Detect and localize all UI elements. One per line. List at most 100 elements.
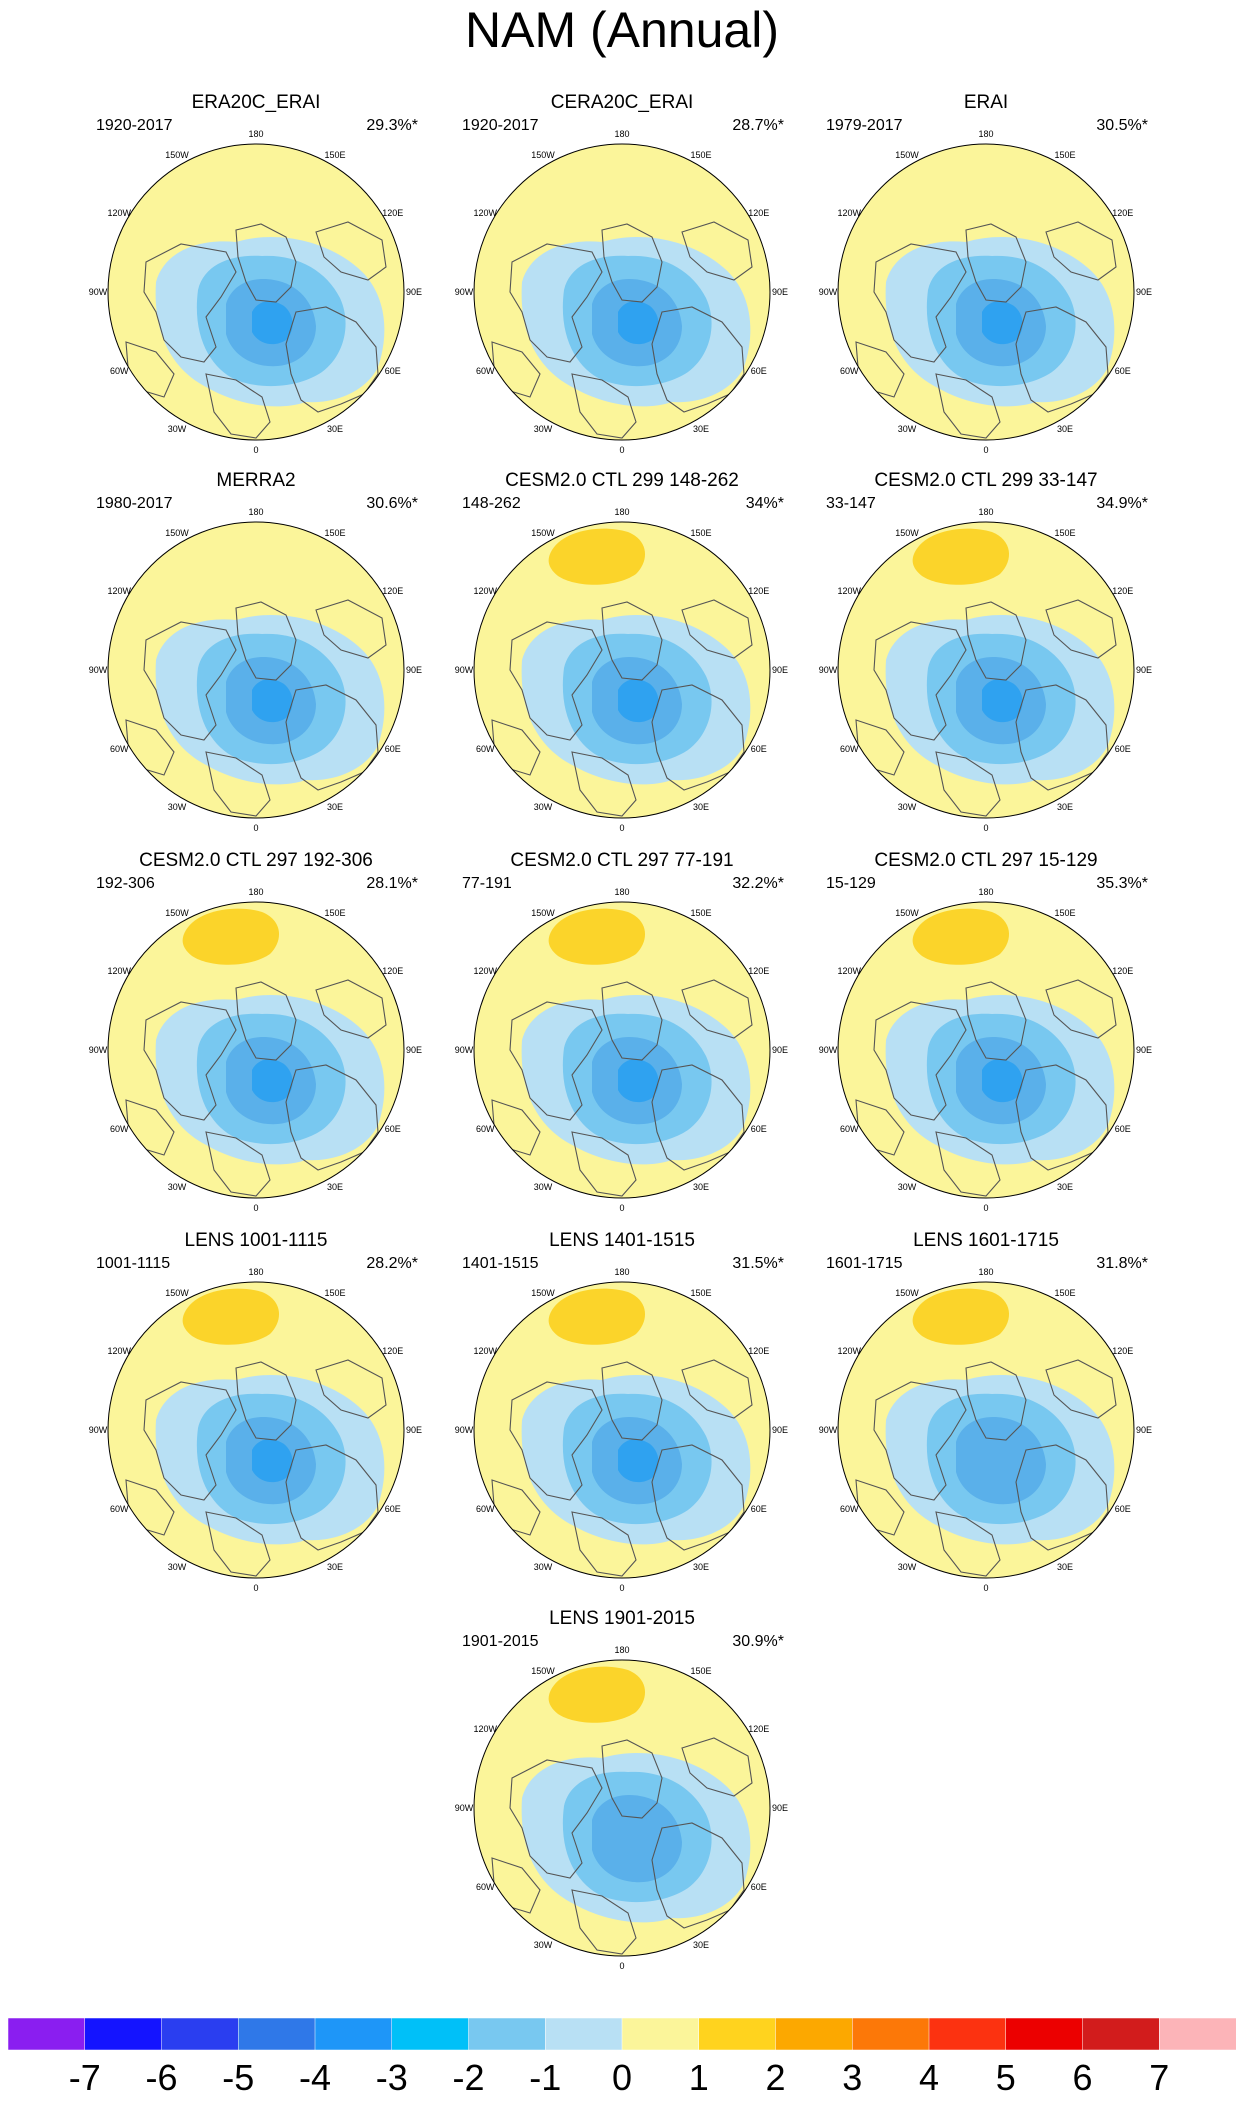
coastline bbox=[1015, 1444, 1109, 1551]
longitude-label: 120E bbox=[1112, 208, 1133, 218]
field-positive-2 bbox=[548, 528, 646, 585]
panel-variance: 30.5%* bbox=[1096, 117, 1148, 134]
longitude-label: 150W bbox=[895, 1288, 919, 1298]
panel-period: 33-147 bbox=[826, 495, 876, 512]
field-negative-4 bbox=[618, 1059, 659, 1103]
longitude-label: 90W bbox=[455, 1803, 474, 1813]
field-positive-2 bbox=[548, 908, 646, 965]
longitude-label: 150W bbox=[531, 150, 555, 160]
coastline bbox=[965, 601, 1027, 681]
colorbar-swatch bbox=[161, 2018, 239, 2050]
coastline bbox=[965, 981, 1027, 1061]
coastline bbox=[935, 1131, 1001, 1197]
longitude-label: 60W bbox=[840, 1504, 859, 1514]
longitude-label: 0 bbox=[983, 823, 988, 833]
field-negative-4 bbox=[618, 301, 659, 345]
map-border bbox=[107, 1281, 405, 1579]
longitude-label: 120W bbox=[107, 586, 131, 596]
field-negative-3 bbox=[592, 1795, 682, 1883]
coastline bbox=[509, 621, 603, 741]
map-field bbox=[474, 522, 770, 818]
map-border bbox=[837, 901, 1135, 1199]
coastline bbox=[143, 621, 237, 741]
longitude-label: 30W bbox=[168, 424, 187, 434]
longitude-label: 180 bbox=[248, 1267, 263, 1277]
longitude-label: 180 bbox=[978, 1267, 993, 1277]
longitude-label: 30W bbox=[898, 424, 917, 434]
longitude-label: 60W bbox=[476, 366, 495, 376]
longitude-label: 60E bbox=[385, 1504, 401, 1514]
longitude-label: 180 bbox=[978, 129, 993, 139]
longitude-label: 30W bbox=[534, 802, 553, 812]
longitude-label: 90E bbox=[772, 287, 788, 297]
coastline bbox=[601, 601, 663, 681]
field-positive-2 bbox=[912, 1288, 1010, 1345]
coastline bbox=[935, 373, 1001, 439]
longitude-label: 30W bbox=[534, 1940, 553, 1950]
colorbar-tick-label: -4 bbox=[298, 2057, 331, 2098]
map-field bbox=[838, 522, 1134, 818]
panel-variance: 28.1%* bbox=[366, 875, 418, 892]
coastline bbox=[935, 751, 1001, 817]
coastline bbox=[681, 599, 753, 659]
field-positive-2 bbox=[548, 1666, 646, 1723]
map-field bbox=[108, 902, 404, 1198]
coastline bbox=[509, 243, 603, 363]
map-field bbox=[108, 1282, 404, 1578]
panel-period: 1920-2017 bbox=[96, 117, 173, 134]
longitude-label: 120E bbox=[382, 586, 403, 596]
field-negative-4 bbox=[618, 679, 659, 723]
map-panel: CESM2.0 CTL 297 77-191 77-191 32.2%* 180 150… bbox=[452, 850, 792, 1230]
longitude-label: 30W bbox=[534, 1182, 553, 1192]
longitude-label: 30W bbox=[168, 1182, 187, 1192]
longitude-label: 150W bbox=[895, 528, 919, 538]
coastline bbox=[601, 1361, 663, 1441]
panel-title: CESM2.0 CTL 297 77-191 bbox=[510, 850, 734, 871]
coastline bbox=[651, 306, 745, 413]
polar-map: 180 150E 120E 90E 60E 30E 0 30W 60W 90W 120W 150W bbox=[455, 1645, 788, 1971]
coastline bbox=[1045, 979, 1117, 1039]
coastline bbox=[285, 684, 379, 791]
polar-map: 180 150E 120E 90E 60E 30E 0 30W 60W 90W 120W 150W bbox=[455, 129, 788, 455]
longitude-label: 90W bbox=[89, 287, 108, 297]
longitude-label: 120E bbox=[748, 966, 769, 976]
longitude-label: 0 bbox=[983, 1203, 988, 1213]
longitude-label: 120W bbox=[473, 586, 497, 596]
longitude-label: 120E bbox=[1112, 586, 1133, 596]
map-field bbox=[474, 902, 770, 1198]
coastline bbox=[143, 1381, 237, 1501]
longitude-label: 150E bbox=[1054, 150, 1075, 160]
field-negative-4 bbox=[252, 301, 293, 345]
longitude-label: 120W bbox=[473, 966, 497, 976]
longitude-label: 90W bbox=[819, 665, 838, 675]
map-field bbox=[474, 1282, 770, 1578]
longitude-label: 120E bbox=[382, 966, 403, 976]
longitude-label: 150E bbox=[324, 528, 345, 538]
panel-variance: 31.8%* bbox=[1096, 1255, 1148, 1272]
map-border bbox=[107, 143, 405, 441]
colorbar-swatch bbox=[391, 2018, 470, 2050]
panel-title: MERRA2 bbox=[216, 470, 296, 491]
longitude-label: 30E bbox=[693, 1940, 709, 1950]
longitude-label: 60W bbox=[840, 744, 859, 754]
longitude-label: 0 bbox=[619, 445, 624, 455]
colorbar-swatch bbox=[238, 2018, 316, 2050]
coastline bbox=[1045, 599, 1117, 659]
longitude-label: 90E bbox=[772, 1425, 788, 1435]
colorbar-labels: -7 -6 -5 -4 -3 -2 -1 0 1 2 3 4 5 6 7 bbox=[0, 2056, 1244, 2102]
colorbar-tick-label: -6 bbox=[145, 2057, 178, 2098]
longitude-label: 90E bbox=[406, 1045, 422, 1055]
coastline bbox=[235, 601, 297, 681]
longitude-label: 60W bbox=[476, 1504, 495, 1514]
map-border bbox=[107, 901, 405, 1199]
longitude-label: 0 bbox=[983, 445, 988, 455]
colorbar-tick-label: 0 bbox=[611, 2057, 633, 2098]
longitude-label: 90W bbox=[89, 1425, 108, 1435]
longitude-label: 0 bbox=[253, 1583, 258, 1593]
longitude-label: 30E bbox=[1057, 424, 1073, 434]
polar-map: 180 150E 120E 90E 60E 30E 0 30W 60W 90W 120W 150W bbox=[819, 1267, 1152, 1593]
longitude-label: 0 bbox=[253, 445, 258, 455]
polar-map: 180 150E 120E 90E 60E 30E 0 30W 60W 90W 120W 150W bbox=[819, 507, 1152, 833]
map-border bbox=[837, 1281, 1135, 1579]
colorbar-tick-label: -2 bbox=[452, 2057, 485, 2098]
